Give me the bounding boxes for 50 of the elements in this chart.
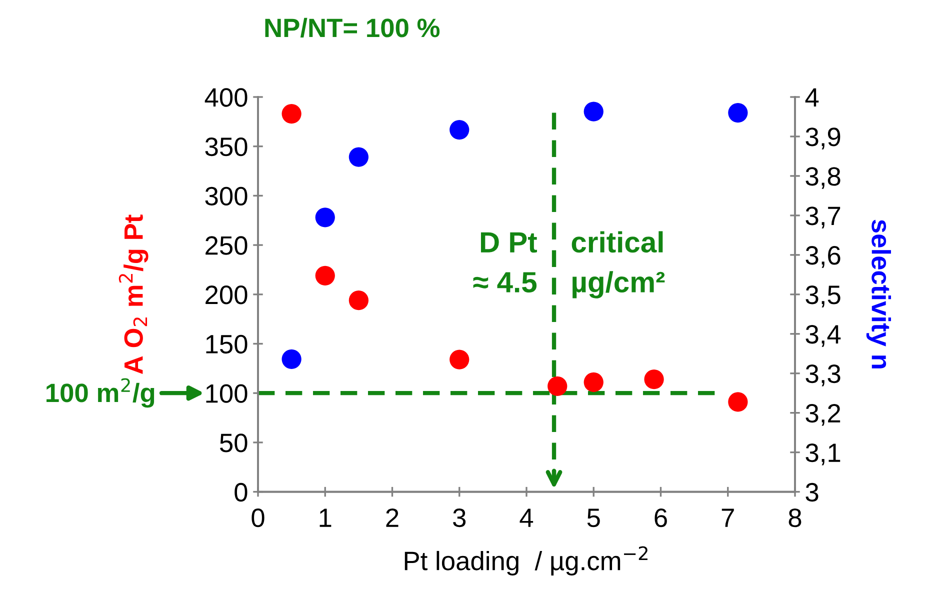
y2-tick-label: 3,7	[806, 206, 840, 228]
point	[315, 208, 335, 228]
x-tick-label: 1	[320, 508, 332, 527]
x-tick-label: 8	[788, 508, 802, 528]
y2-tick-label: 3,9	[806, 128, 840, 150]
y-tick-label: 50	[220, 434, 248, 452]
x-tick-label: 4	[520, 508, 534, 527]
x-tick-label: 0	[252, 508, 264, 528]
point	[348, 147, 369, 167]
point	[728, 392, 748, 412]
point	[644, 369, 664, 390]
y2-tick-label: 3,4	[806, 325, 841, 347]
x-tick-label: 5	[587, 508, 600, 528]
y-tick-label: 300	[205, 186, 248, 206]
y2-tick-label: 3,6	[806, 246, 840, 268]
point	[282, 349, 302, 369]
x-axis-title: Pt loading / µg.cm$^{−2}$	[404, 546, 648, 576]
y2-tick-label: 4	[805, 88, 819, 107]
y-tick-label: 0	[234, 482, 248, 502]
y2-tick-label: 3,2	[806, 404, 840, 426]
point	[728, 102, 748, 123]
y-tick-label: 250	[206, 236, 248, 255]
y-tick-label: 100	[206, 384, 248, 403]
y2-tick-label: 3,1	[806, 443, 840, 466]
ref-line-label: 100 m$^{2}$/g	[46, 378, 154, 408]
point	[450, 350, 470, 370]
y2-tick-label: 3,3	[806, 364, 840, 386]
point	[450, 120, 470, 140]
y-axis-title: A O$_{2}$ m$^{2}$/g Pt	[118, 214, 148, 374]
y-tick-label: 150	[206, 334, 248, 354]
y2-tick-label: 3	[806, 482, 818, 502]
point	[315, 266, 335, 286]
chart-title: NP/NT= 100 %	[265, 18, 440, 38]
annotation: D Pt ≈ 4.5	[473, 232, 537, 293]
y-tick-label: 350	[205, 137, 248, 156]
x-tick-label: 6	[654, 508, 667, 528]
point	[584, 372, 604, 392]
y2-tick-label: 3,5	[806, 286, 840, 308]
x-tick-label: 2	[386, 508, 398, 527]
y2-axis-title: selectivity n	[866, 220, 891, 368]
y-tick-label: 400	[204, 88, 248, 107]
point	[348, 290, 369, 310]
point	[584, 102, 604, 122]
x-tick-label: 3	[453, 508, 466, 528]
annotation: critical µg/cm²	[572, 231, 665, 298]
point	[282, 104, 302, 124]
y-tick-label: 200	[206, 286, 248, 304]
point	[548, 376, 568, 396]
x-tick-label: 7	[722, 508, 734, 527]
y2-tick-label: 3,8	[806, 167, 840, 189]
